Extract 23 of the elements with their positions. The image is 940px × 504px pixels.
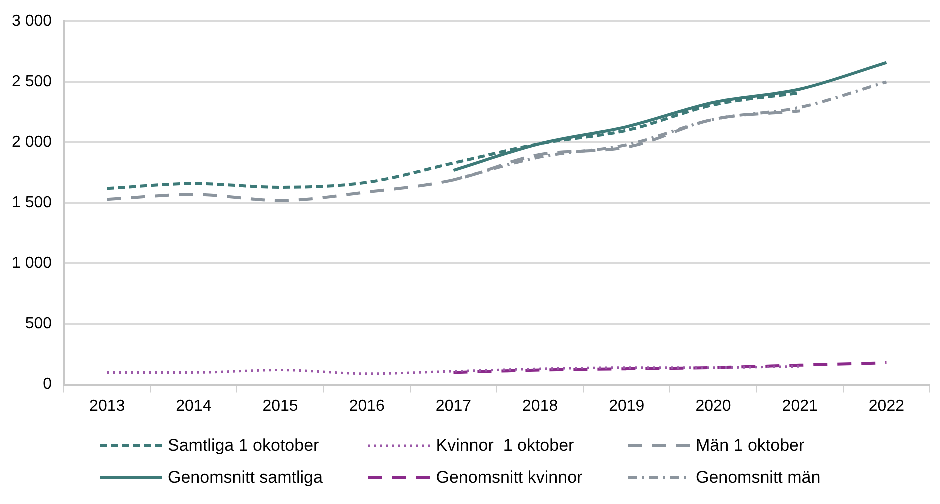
legend-label: Genomsnitt män: [696, 468, 821, 488]
legend-label: Kvinnor 1 oktober: [436, 436, 574, 456]
x-tick-label: 2018: [522, 398, 558, 415]
x-tick-label: 2014: [176, 398, 212, 415]
y-tick-label: 0: [43, 376, 52, 394]
legend-label: Genomsnitt kvinnor: [436, 468, 583, 488]
legend-label: Samtliga 1 okotober: [168, 436, 320, 456]
x-tick-label: 2022: [868, 398, 905, 415]
y-tick-label: 500: [25, 316, 52, 333]
y-tick-label: 1 500: [12, 194, 52, 212]
y-tick-label: 2 500: [12, 74, 52, 91]
x-tick-label: 2017: [436, 398, 472, 415]
y-tick-label: 2 000: [12, 134, 52, 152]
legend-label: Genomsnitt samtliga: [168, 468, 323, 488]
y-tick-label: 3 000: [12, 13, 52, 30]
x-tick-label: 2020: [696, 398, 732, 415]
x-tick-label: 2021: [782, 398, 818, 415]
y-tick-label: 1 000: [12, 255, 52, 272]
x-tick-label: 2013: [90, 398, 126, 415]
legend-label: Män 1 oktober: [696, 436, 805, 456]
x-tick-label: 2019: [609, 398, 645, 415]
x-tick-label: 2016: [349, 398, 386, 415]
x-tick-label: 2015: [262, 398, 298, 415]
